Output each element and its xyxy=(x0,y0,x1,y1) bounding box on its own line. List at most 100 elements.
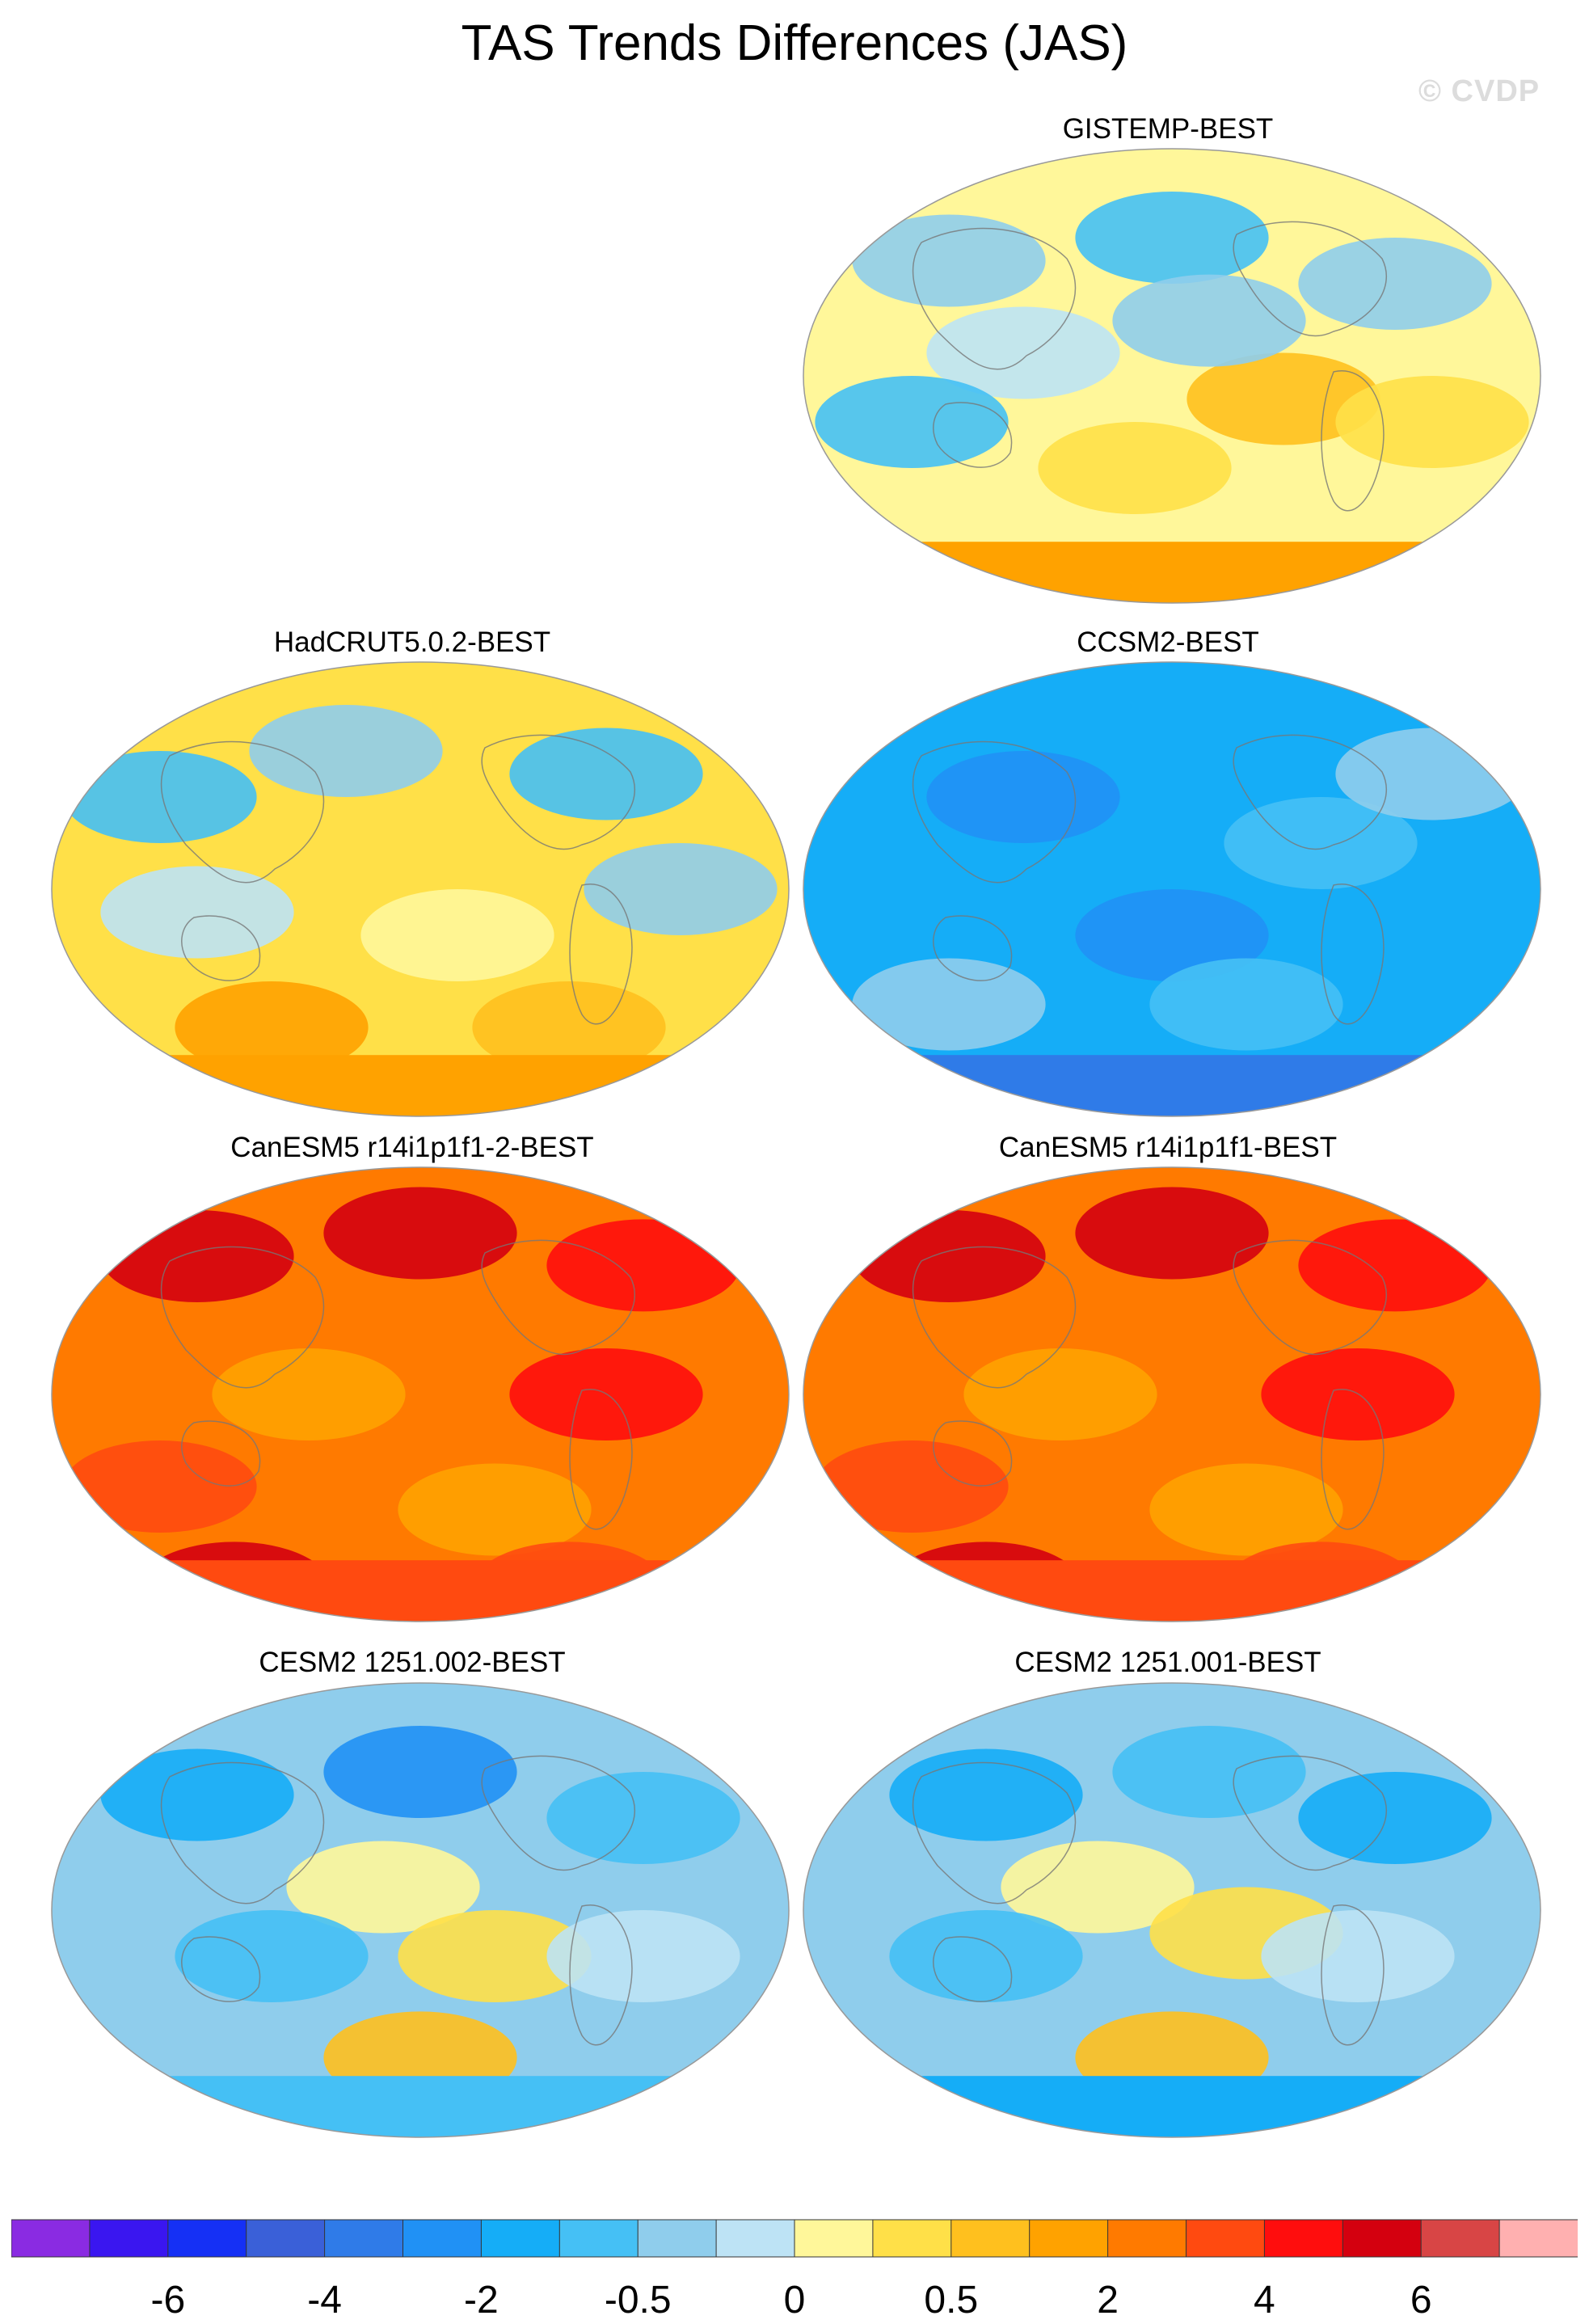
map-anomaly-region xyxy=(175,1910,369,2002)
map-southern-band xyxy=(803,542,1541,603)
map-anomaly-region xyxy=(175,981,369,1073)
map-anomaly-region xyxy=(815,376,1009,468)
map-anomaly-region xyxy=(1112,274,1306,367)
map-anomaly-region xyxy=(63,751,257,843)
map-coastline xyxy=(912,1246,1077,1389)
map-anomaly-region xyxy=(1075,889,1269,981)
colorbar-swatch xyxy=(480,2219,561,2258)
map-anomaly-region xyxy=(546,1219,740,1312)
figure-title: TAS Trends Differences (JAS) xyxy=(461,15,1128,71)
map-anomaly-region xyxy=(323,1187,517,1280)
map-coastline xyxy=(481,1755,636,1871)
colorbar-tick-label: -6 xyxy=(150,2279,186,2322)
map-border xyxy=(803,1166,1541,1622)
map-anomaly-region xyxy=(1112,1726,1306,1818)
map-hadcrut xyxy=(51,661,790,1117)
map-coastline xyxy=(933,1420,1013,1487)
map-anomaly-region xyxy=(1261,1910,1455,2002)
panel-title-cesm2-001: CESM2 1251.001-BEST xyxy=(1014,1647,1321,1678)
map-border xyxy=(803,1682,1541,2138)
panel-title-canesm5-2: CanESM5 r14i1p1f1-2-BEST xyxy=(230,1132,594,1163)
map-coastline xyxy=(160,740,325,884)
map-anomaly-region xyxy=(100,1210,294,1302)
map-southern-band xyxy=(52,2076,789,2137)
map-anomaly-region xyxy=(1149,1463,1343,1556)
map-coastline xyxy=(1321,369,1385,512)
panel-title-gistemp: GISTEMP-BEST xyxy=(1062,113,1274,145)
colorbar-swatch xyxy=(403,2219,483,2258)
colorbar-swatch xyxy=(715,2219,795,2258)
map-coastline xyxy=(1321,883,1385,1025)
map-anomaly-region xyxy=(1298,238,1492,330)
map-southern-band xyxy=(803,1055,1541,1116)
map-anomaly-region xyxy=(1224,797,1418,889)
map-anomaly-region xyxy=(1149,958,1343,1051)
map-southern-band xyxy=(52,1560,789,1622)
map-coastline xyxy=(160,1246,325,1389)
map-coastline xyxy=(181,1420,261,1487)
map-ccsm2 xyxy=(803,661,1541,1117)
map-anomaly-region xyxy=(249,705,443,797)
map-coastline xyxy=(181,1936,261,2002)
colorbar-tick-label: -4 xyxy=(307,2279,342,2322)
map-coastline xyxy=(1233,1755,1388,1871)
map-anomaly-region xyxy=(212,1348,406,1440)
colorbar-swatch xyxy=(246,2219,326,2258)
map-anomaly-region xyxy=(1335,376,1529,468)
map-anomaly-region xyxy=(1001,1841,1195,1934)
colorbar xyxy=(11,2219,1578,2258)
colorbar-swatch xyxy=(167,2219,247,2258)
map-coastline xyxy=(1233,221,1388,337)
map-anomaly-region xyxy=(926,751,1120,843)
panel-title-cesm2-002: CESM2 1251.002-BEST xyxy=(259,1647,566,1678)
map-coastline xyxy=(933,402,1013,468)
map-anomaly-region xyxy=(286,1841,480,1934)
colorbar-swatch xyxy=(1420,2219,1501,2258)
map-coastline xyxy=(912,1761,1077,1904)
map-canesm5-2 xyxy=(51,1166,790,1622)
map-anomaly-region xyxy=(323,1726,517,1818)
map-coastline xyxy=(1233,734,1388,850)
map-coastline xyxy=(481,1239,636,1356)
colorbar-swatch xyxy=(950,2219,1031,2258)
map-coastline xyxy=(1233,1239,1388,1356)
colorbar-swatch xyxy=(1498,2219,1578,2258)
map-anomaly-region xyxy=(472,981,666,1073)
map-gistemp xyxy=(803,148,1541,604)
map-coastline xyxy=(933,915,1013,981)
map-canesm5-1 xyxy=(803,1166,1541,1622)
colorbar-swatch xyxy=(872,2219,952,2258)
watermark: © CVDP xyxy=(1418,74,1541,108)
map-anomaly-region xyxy=(1298,1219,1492,1312)
colorbar-tick-label: 0 xyxy=(783,2279,806,2322)
map-southern-band xyxy=(803,2076,1541,2137)
map-border xyxy=(51,1166,790,1622)
colorbar-tick-label: 6 xyxy=(1410,2279,1432,2322)
map-coastline xyxy=(569,1388,633,1530)
map-anomaly-region xyxy=(852,1210,1046,1302)
map-anomaly-region xyxy=(889,1910,1083,2002)
colorbar-swatch xyxy=(324,2219,404,2258)
map-border xyxy=(803,661,1541,1117)
map-anomaly-region xyxy=(1075,192,1269,284)
map-anomaly-region xyxy=(963,1348,1157,1440)
colorbar-swatch xyxy=(1342,2219,1423,2258)
colorbar-swatch xyxy=(1107,2219,1187,2258)
colorbar-swatch xyxy=(637,2219,718,2258)
map-anomaly-region xyxy=(926,306,1120,399)
colorbar-tick-label: -2 xyxy=(464,2279,499,2322)
map-anomaly-region xyxy=(546,1910,740,2002)
colorbar-tick-label: 2 xyxy=(1097,2279,1119,2322)
map-anomaly-region xyxy=(1298,1772,1492,1864)
map-anomaly-region xyxy=(1335,728,1529,820)
map-cesm2-002 xyxy=(51,1682,790,2138)
map-southern-band xyxy=(803,1560,1541,1622)
map-anomaly-region xyxy=(1075,1187,1269,1280)
colorbar-swatch xyxy=(11,2219,91,2258)
map-coastline xyxy=(1321,1904,1385,2046)
map-coastline xyxy=(912,227,1077,370)
map-coastline xyxy=(160,1761,325,1904)
map-anomaly-region xyxy=(360,889,554,981)
map-anomaly-region xyxy=(398,1910,592,2002)
panel-title-ccsm2: CCSM2-BEST xyxy=(1077,626,1259,658)
